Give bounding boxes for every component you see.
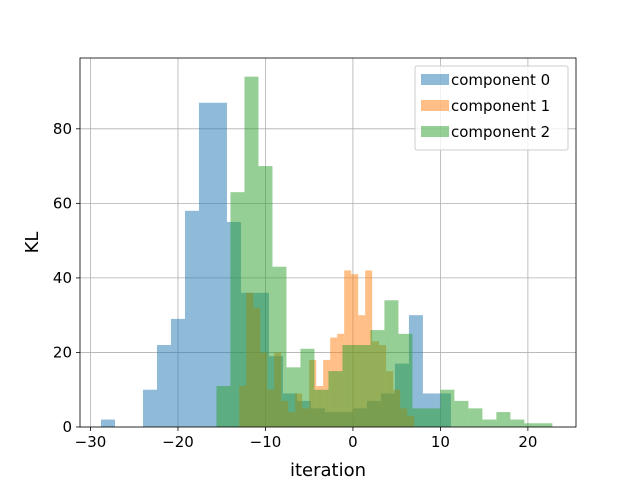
x-tick-label: −20 (162, 433, 194, 451)
histogram-bar (300, 348, 315, 427)
x-tick-label: −30 (75, 433, 107, 451)
legend-swatch (421, 126, 449, 137)
histogram-bar (408, 315, 423, 427)
histogram-bar (170, 318, 185, 427)
histogram-bar (314, 389, 329, 427)
y-tick-label: 60 (53, 194, 72, 212)
x-tick-label: 10 (431, 433, 450, 451)
histogram-bar (328, 371, 343, 427)
legend-box (414, 65, 569, 151)
x-tick-label: 0 (348, 433, 358, 451)
y-tick-label: 20 (53, 343, 72, 361)
histogram-bar (100, 419, 115, 427)
legend-label: component 0 (451, 71, 550, 89)
histogram-bar (440, 389, 455, 427)
series-2-bars (216, 76, 553, 428)
legend-swatch (421, 74, 449, 85)
histogram-bar (538, 423, 553, 427)
histogram-bar (482, 419, 497, 427)
histogram-bar (384, 300, 399, 427)
histogram-bar (510, 419, 525, 427)
legend-swatch (421, 100, 449, 111)
axis-ticks: −30 −20 −10 0 10 20 0 20 40 60 80 (53, 120, 538, 451)
histogram-bar (258, 166, 273, 427)
histogram-bar (212, 102, 227, 428)
y-tick-label: 80 (53, 120, 72, 138)
x-axis-label: iteration (290, 460, 366, 480)
histogram-bar (398, 333, 413, 427)
histogram-bar (184, 210, 199, 427)
histogram-bar (286, 367, 301, 427)
histogram-bar (198, 102, 213, 428)
histogram-bar (496, 412, 511, 427)
histogram-bar (156, 345, 171, 427)
histogram-bar (412, 408, 427, 427)
y-tick-label: 40 (53, 269, 72, 287)
histogram-bar (230, 192, 245, 427)
histogram-bar (426, 408, 441, 427)
histogram-bar (454, 400, 469, 427)
histogram-bar (342, 345, 357, 427)
y-tick-label: 0 (62, 418, 72, 436)
histogram-bar (142, 389, 157, 427)
histogram-bar (468, 408, 483, 427)
plot-area-frame (79, 57, 577, 428)
histogram-bars (100, 76, 553, 428)
legend-label: component 2 (451, 123, 550, 141)
histogram-bar (216, 386, 231, 427)
histogram-bar (370, 330, 385, 427)
x-tick-label: 20 (518, 433, 537, 451)
histogram-bar (244, 76, 259, 428)
y-axis-label: KL (22, 232, 43, 254)
histogram-bar (356, 345, 371, 427)
x-tick-label: −10 (250, 433, 282, 451)
legend: component 0 component 1 component 2 (414, 65, 569, 151)
histogram-bar (272, 266, 287, 427)
histogram-bar (524, 423, 539, 427)
legend-label: component 1 (451, 97, 550, 115)
